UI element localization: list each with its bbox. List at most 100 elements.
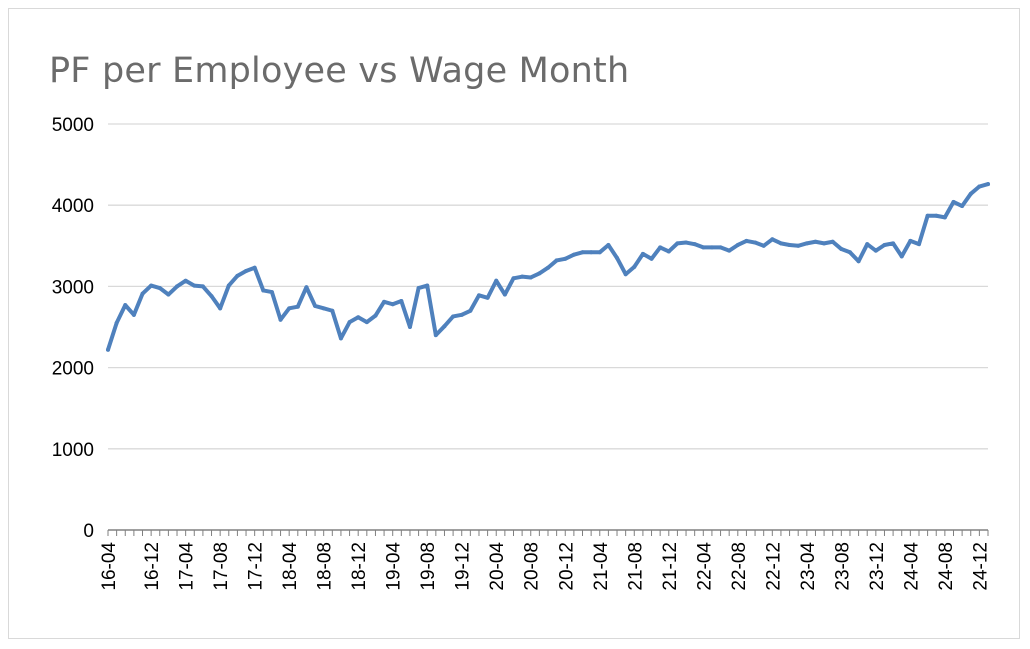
data-point xyxy=(494,278,499,283)
data-point xyxy=(546,265,550,270)
data-point xyxy=(701,245,706,250)
x-tick-label: 17-08 xyxy=(211,542,232,591)
data-point xyxy=(718,245,723,250)
data-point xyxy=(735,242,740,247)
data-point xyxy=(986,182,990,187)
data-point xyxy=(304,285,309,290)
y-axis-tick-labels: 0 1000 2000 3000 4000 5000 xyxy=(52,115,94,542)
data-point xyxy=(520,274,525,279)
data-point xyxy=(615,255,620,260)
x-tick-label: 20-12 xyxy=(556,542,577,591)
data-point xyxy=(684,240,689,245)
data-point xyxy=(882,242,887,247)
data-point xyxy=(338,336,343,341)
data-point xyxy=(753,240,758,245)
data-point xyxy=(502,292,507,297)
data-point xyxy=(778,241,783,246)
data-point xyxy=(528,275,533,280)
x-tick-label: 23-04 xyxy=(798,542,819,591)
x-tick-label: 18-08 xyxy=(315,542,336,591)
data-point xyxy=(476,293,481,298)
data-point xyxy=(459,312,464,317)
data-point xyxy=(675,241,680,246)
data-point xyxy=(442,324,447,329)
x-tick-label: 24-08 xyxy=(936,542,957,591)
x-tick-label: 16-04 xyxy=(99,542,120,591)
data-point xyxy=(977,184,982,189)
data-point xyxy=(295,304,300,309)
data-point xyxy=(589,250,594,255)
data-point xyxy=(925,213,930,218)
data-point xyxy=(235,273,240,278)
data-point xyxy=(330,308,335,313)
x-axis-tick-labels: 16-04 16-12 17-04 17-08 17-12 18-04 18-08 18-12… xyxy=(99,542,991,591)
data-point xyxy=(364,320,369,325)
data-point xyxy=(313,303,318,308)
data-point xyxy=(382,299,387,304)
data-point xyxy=(891,241,896,246)
chart-title: PF per Employee vs Wage Month xyxy=(49,51,630,91)
data-point xyxy=(761,243,766,248)
x-tick-label: 20-04 xyxy=(487,542,508,591)
data-point xyxy=(106,347,110,352)
data-point xyxy=(951,199,956,204)
data-point xyxy=(899,254,904,259)
y-tick-label: 1000 xyxy=(52,440,94,461)
data-point xyxy=(770,237,775,242)
data-point xyxy=(709,245,714,250)
x-tick-label: 23-12 xyxy=(867,542,888,591)
data-point xyxy=(960,204,965,209)
y-tick-label: 3000 xyxy=(52,277,94,298)
data-point xyxy=(606,242,611,247)
data-point xyxy=(114,320,119,325)
data-point xyxy=(813,239,818,244)
data-point xyxy=(804,241,809,246)
data-point xyxy=(200,284,205,289)
data-point xyxy=(830,239,835,244)
data-point xyxy=(399,299,404,304)
data-point xyxy=(511,276,516,281)
data-point xyxy=(632,264,637,269)
x-tick-label: 24-12 xyxy=(970,542,991,591)
x-tick-label: 21-04 xyxy=(591,542,612,591)
data-point xyxy=(175,284,180,289)
x-axis xyxy=(107,529,989,536)
data-point xyxy=(321,306,326,311)
x-tick-label: 17-04 xyxy=(177,542,198,591)
data-point xyxy=(287,306,292,311)
x-tick-label: 24-04 xyxy=(901,542,922,591)
data-point xyxy=(554,258,559,263)
data-point xyxy=(916,242,921,247)
x-tick-label: 16-12 xyxy=(142,542,163,591)
data-point xyxy=(537,271,542,276)
data-point xyxy=(407,325,412,329)
data-point xyxy=(192,283,197,288)
data-point xyxy=(390,302,395,307)
data-point xyxy=(226,283,231,288)
data-point xyxy=(433,333,438,338)
data-point xyxy=(623,272,628,277)
data-point xyxy=(131,312,136,317)
data-point xyxy=(580,250,585,255)
x-tick-label: 22-12 xyxy=(763,542,784,591)
data-point xyxy=(451,314,456,319)
data-point xyxy=(666,249,671,254)
data-point xyxy=(425,283,430,288)
x-tick-label: 19-12 xyxy=(453,542,474,591)
x-tick-label: 19-04 xyxy=(384,542,405,591)
data-point xyxy=(822,241,827,246)
x-tick-label: 23-08 xyxy=(832,542,853,591)
data-point xyxy=(787,242,792,247)
data-point xyxy=(356,315,361,320)
x-tick-label: 18-12 xyxy=(349,542,370,591)
data-point xyxy=(183,278,188,283)
data-point xyxy=(865,242,870,247)
x-tick-label: 22-08 xyxy=(729,542,750,591)
x-tick-label: 19-08 xyxy=(418,542,439,591)
data-point xyxy=(847,250,852,255)
data-point xyxy=(416,286,421,291)
data-point xyxy=(658,245,663,250)
data-point xyxy=(347,320,352,325)
data-point xyxy=(123,303,128,308)
